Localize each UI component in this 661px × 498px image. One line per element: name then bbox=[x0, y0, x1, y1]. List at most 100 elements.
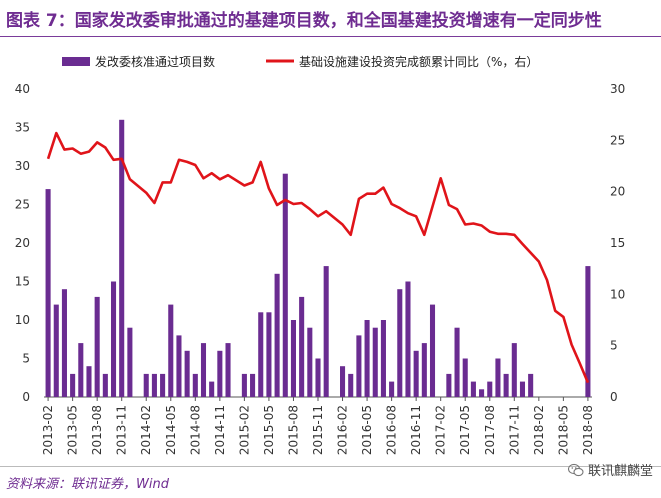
y-right-tick-label: 10 bbox=[610, 287, 625, 301]
bar bbox=[70, 373, 76, 397]
bar bbox=[209, 381, 215, 397]
x-tick-label: 2017-11 bbox=[507, 405, 521, 455]
y-left-tick-label: 40 bbox=[15, 82, 30, 96]
bar bbox=[168, 304, 174, 397]
y-left-tick-label: 35 bbox=[15, 121, 30, 135]
bar bbox=[78, 343, 84, 397]
x-tick-label: 2016-08 bbox=[385, 405, 399, 455]
chart-title: 图表 7：国家发改委审批通过的基建项目数，和全国基建投资增速有一定同步性 bbox=[6, 11, 602, 31]
bar bbox=[470, 381, 476, 397]
bar bbox=[200, 343, 207, 397]
x-tick-label: 2017-02 bbox=[434, 405, 448, 455]
x-tick-label: 2014-08 bbox=[188, 405, 202, 455]
bar bbox=[405, 281, 411, 397]
bar bbox=[299, 296, 305, 397]
x-tick-label: 2015-02 bbox=[237, 405, 251, 455]
bar bbox=[479, 389, 485, 397]
x-tick-label: 2013-05 bbox=[66, 405, 80, 455]
y-left-tick-label: 0 bbox=[22, 390, 30, 404]
bar bbox=[217, 350, 223, 397]
bar bbox=[266, 312, 272, 397]
bar bbox=[454, 327, 460, 397]
bar bbox=[86, 366, 92, 397]
y-left-tick-label: 25 bbox=[15, 198, 30, 212]
bar bbox=[323, 266, 329, 397]
watermark-text: 联讯麒麟堂 bbox=[587, 464, 653, 479]
x-tick-label: 2014-02 bbox=[139, 405, 153, 455]
bar bbox=[495, 358, 501, 397]
x-tick-label: 2014-11 bbox=[213, 405, 227, 455]
bar bbox=[364, 320, 370, 397]
bar bbox=[519, 381, 526, 397]
bar bbox=[184, 350, 190, 397]
legend-label-bars: 发改委核准通过项目数 bbox=[95, 54, 215, 69]
bar bbox=[53, 304, 59, 397]
x-tick-label: 2013-02 bbox=[41, 405, 55, 455]
bar bbox=[151, 373, 157, 397]
bar bbox=[348, 373, 354, 397]
line-series bbox=[46, 131, 590, 384]
bar bbox=[127, 327, 133, 397]
bar bbox=[250, 373, 256, 397]
bar bbox=[274, 273, 280, 397]
x-tick-label: 2016-02 bbox=[336, 405, 350, 455]
bar bbox=[429, 304, 436, 397]
bar bbox=[61, 289, 67, 397]
y-right-tick-label: 5 bbox=[610, 339, 618, 353]
bar bbox=[503, 373, 509, 397]
title-divider bbox=[0, 36, 661, 37]
x-tick-label: 2014-05 bbox=[164, 405, 178, 455]
x-tick-label: 2013-11 bbox=[115, 405, 129, 455]
x-tick-label: 2016-05 bbox=[360, 405, 374, 455]
y-left-tick-label: 20 bbox=[15, 236, 30, 250]
bar bbox=[176, 335, 182, 397]
x-tick-label: 2018-08 bbox=[581, 405, 595, 455]
y-right-tick-label: 25 bbox=[610, 133, 625, 147]
bar bbox=[380, 320, 386, 397]
combo-chart: 发改委核准通过项目数 基础设施建设投资完成额累计同比（%，右） 0 5 10 15 20 25… bbox=[15, 54, 626, 455]
watermark: 联讯麒麟堂 bbox=[567, 460, 653, 479]
bar bbox=[397, 289, 403, 397]
bar bbox=[94, 296, 100, 397]
bar bbox=[340, 366, 346, 397]
x-tick-label: 2015-11 bbox=[311, 405, 325, 455]
bar bbox=[225, 343, 231, 397]
bar bbox=[462, 358, 468, 397]
bar bbox=[585, 266, 591, 397]
x-tick-label: 2018-05 bbox=[556, 405, 570, 455]
x-tick-label: 2016-11 bbox=[409, 405, 423, 455]
bar bbox=[110, 281, 117, 397]
bar bbox=[315, 358, 321, 397]
y-right-tick-label: 0 bbox=[610, 390, 618, 404]
bar bbox=[528, 373, 534, 397]
bar bbox=[389, 381, 395, 397]
bar bbox=[372, 327, 378, 397]
bar bbox=[282, 173, 288, 397]
source-note: 资料来源：联讯证券，Wind bbox=[6, 477, 169, 492]
bar bbox=[307, 327, 313, 397]
bar bbox=[241, 373, 247, 397]
y-right-tick-label: 15 bbox=[610, 236, 625, 250]
source-divider bbox=[0, 466, 661, 467]
x-tick-label: 2015-05 bbox=[262, 405, 276, 455]
bar bbox=[119, 119, 125, 398]
y-right-tick-label: 30 bbox=[610, 82, 625, 96]
bar bbox=[421, 343, 427, 397]
bar bbox=[160, 373, 166, 397]
bar bbox=[192, 373, 198, 397]
x-tick-label: 2013-08 bbox=[90, 405, 104, 455]
bar bbox=[356, 335, 362, 397]
y-left-tick-label: 10 bbox=[15, 313, 30, 327]
x-tick-label: 2017-08 bbox=[483, 405, 497, 455]
legend-swatch-bars bbox=[62, 57, 90, 66]
y-left-tick-label: 30 bbox=[15, 159, 30, 173]
bar bbox=[413, 350, 419, 397]
x-tick-label: 2015-08 bbox=[286, 405, 300, 455]
bar bbox=[102, 373, 108, 397]
y-left-tick-label: 5 bbox=[22, 352, 30, 366]
x-tick-label: 2018-02 bbox=[532, 405, 546, 455]
bar bbox=[446, 373, 452, 397]
bar bbox=[143, 373, 149, 397]
legend-label-line: 基础设施建设投资完成额累计同比（%，右） bbox=[299, 54, 538, 69]
y-left-tick-label: 15 bbox=[15, 275, 30, 289]
